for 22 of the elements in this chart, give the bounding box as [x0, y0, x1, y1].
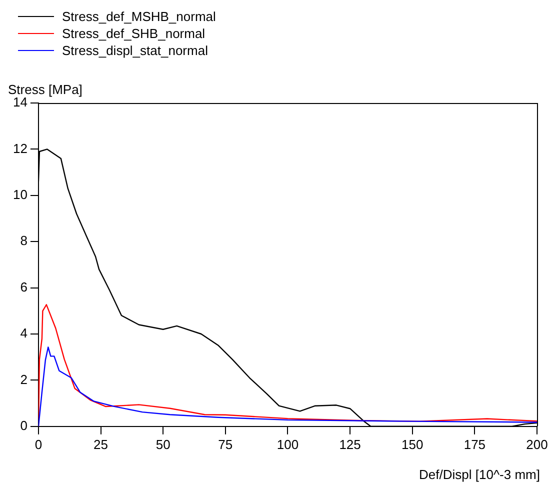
y-tick-label: 0	[20, 418, 28, 433]
y-tick-label: 2	[20, 372, 28, 387]
y-tick-label: 14	[12, 94, 28, 110]
x-tick-label: 75	[218, 436, 233, 452]
legend-label: Stress_def_MSHB_normal	[62, 8, 216, 25]
x-tick-label: 25	[94, 436, 108, 452]
x-tick-label: 175	[464, 436, 486, 452]
y-tick-label: 4	[20, 326, 28, 341]
x-axis-title: Def/Displ [10^-3 mm]	[419, 467, 540, 482]
x-tick-label: 50	[156, 436, 170, 452]
y-axis-title: Stress [MPa]	[8, 82, 82, 98]
x-tick-label: 125	[339, 436, 361, 452]
x-tick-label: 150	[402, 436, 424, 452]
y-tick-label: 6	[20, 279, 28, 294]
x-tick-label: 100	[276, 436, 299, 452]
x-tick-label: 0	[34, 436, 42, 452]
y-tick-label: 10	[12, 186, 28, 202]
y-tick-label: 12	[12, 140, 28, 156]
legend-label: Stress_def_SHB_normal	[62, 25, 206, 42]
legend-label: Stress_displ_stat_normal	[62, 42, 208, 59]
y-tick-label: 8	[20, 233, 28, 248]
x-tick-label: 200	[526, 436, 548, 452]
